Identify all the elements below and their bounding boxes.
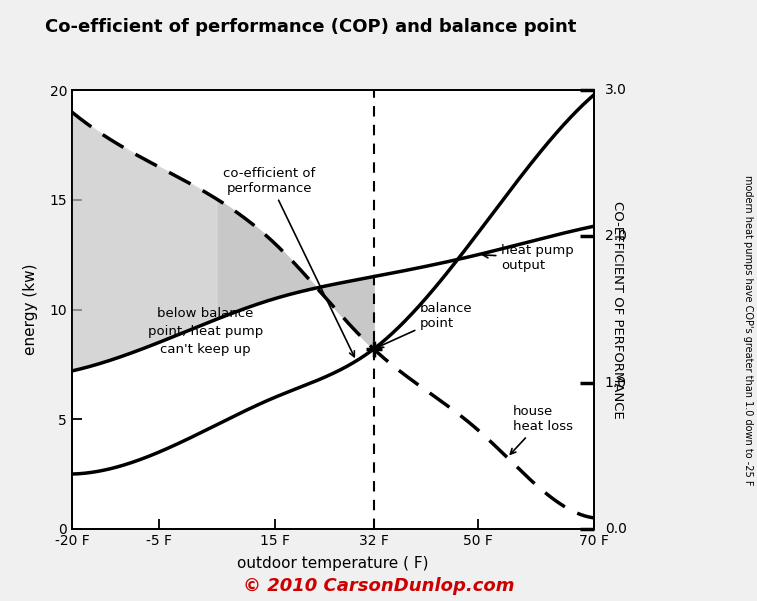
Y-axis label: CO-EFFICIENT OF PERFORMANCE: CO-EFFICIENT OF PERFORMANCE	[611, 201, 624, 418]
Text: 1.0: 1.0	[605, 376, 627, 389]
Text: 3.0: 3.0	[605, 83, 627, 97]
Y-axis label: energy (kw): energy (kw)	[23, 264, 39, 355]
Text: 0.0: 0.0	[605, 522, 627, 536]
Text: modern heat pumps have COP's greater than 1.0 down to -25 F: modern heat pumps have COP's greater tha…	[743, 175, 753, 486]
Text: © 2010 CarsonDunlop.com: © 2010 CarsonDunlop.com	[243, 577, 514, 595]
Text: co-efficient of
performance: co-efficient of performance	[223, 167, 354, 357]
Text: house
heat loss: house heat loss	[510, 405, 573, 454]
X-axis label: outdoor temperature ( F): outdoor temperature ( F)	[238, 556, 428, 571]
Text: balance
point: balance point	[378, 302, 473, 347]
Text: 2.0: 2.0	[605, 230, 627, 243]
Text: below balance
point, heat pump
can't keep up: below balance point, heat pump can't kee…	[148, 307, 263, 356]
Text: heat pump
output: heat pump output	[483, 244, 574, 272]
Text: Co-efficient of performance (COP) and balance point: Co-efficient of performance (COP) and ba…	[45, 18, 577, 36]
